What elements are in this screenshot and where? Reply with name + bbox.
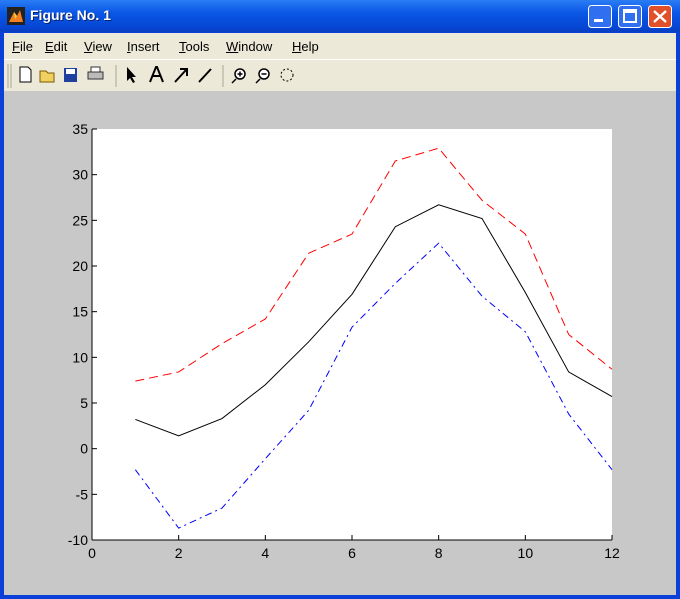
- x-tick-label: 2: [175, 545, 183, 561]
- y-tick-label: 15: [72, 304, 88, 320]
- zoom-in-button[interactable]: [231, 68, 246, 84]
- y-tick-label: 10: [72, 349, 88, 365]
- y-tick-label: 25: [72, 212, 88, 228]
- minimize-button[interactable]: [588, 5, 612, 28]
- x-tick-label: 8: [435, 545, 443, 561]
- save-button[interactable]: [64, 68, 77, 82]
- line-button[interactable]: [198, 68, 212, 83]
- y-tick-label: 0: [80, 441, 88, 457]
- zoom-out-button[interactable]: [255, 68, 270, 84]
- y-tick-label: 35: [72, 121, 88, 137]
- menu-item[interactable]: File: [12, 39, 33, 54]
- window-buttons[interactable]: [588, 5, 676, 29]
- y-tick-label: -10: [68, 532, 88, 548]
- x-tick-label: 12: [604, 545, 620, 561]
- data-line: [134, 242, 613, 529]
- maximize-button[interactable]: [618, 5, 642, 28]
- toolbar: [4, 59, 676, 92]
- chart: -10 -5 0 5 10 15 20 25 30 35 0 2 4 6 8 10 12: [68, 121, 620, 561]
- select-button[interactable]: [127, 67, 136, 83]
- menu-item[interactable]: Window: [226, 39, 273, 54]
- menu-item[interactable]: View: [84, 39, 112, 54]
- menu-item[interactable]: Insert: [127, 39, 160, 54]
- open-button[interactable]: [39, 70, 55, 83]
- app-icon: [7, 7, 25, 25]
- menu-bar: File Edit View Insert Tools Window Help: [4, 33, 676, 59]
- text-button[interactable]: [149, 66, 164, 83]
- y-tick-label: 30: [72, 167, 88, 183]
- rotate-button[interactable]: [280, 68, 294, 82]
- title-bar: Figure No. 1: [0, 0, 680, 32]
- window-title: Figure No. 1: [30, 7, 111, 23]
- data-line: [135, 204, 613, 437]
- arrow-button[interactable]: [174, 68, 188, 83]
- menu-item[interactable]: Help: [292, 39, 319, 54]
- x-tick-label: 10: [518, 545, 534, 561]
- y-tick-label: 5: [80, 395, 88, 411]
- y-tick-label: -5: [76, 486, 89, 502]
- y-tick-label: 20: [72, 258, 88, 274]
- figure-area: -10 -5 0 5 10 15 20 25 30 35 0 2 4 6 8 10 12: [4, 91, 676, 595]
- menu-item[interactable]: Tools: [179, 39, 210, 54]
- x-tick-label: 0: [88, 545, 96, 561]
- new-button[interactable]: [19, 66, 32, 83]
- data-line: [135, 147, 613, 382]
- toolbar-icons: [7, 64, 294, 88]
- plot-area: [92, 129, 612, 540]
- print-button[interactable]: [87, 66, 104, 80]
- menu-item[interactable]: Edit: [45, 39, 68, 54]
- x-tick-label: 4: [261, 545, 269, 561]
- x-tick-label: 6: [348, 545, 356, 561]
